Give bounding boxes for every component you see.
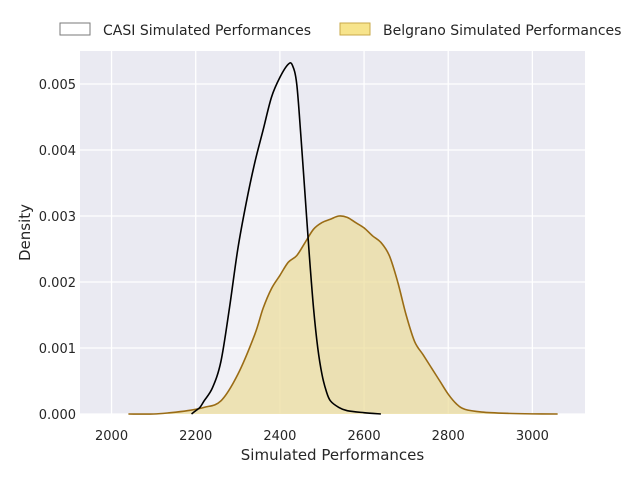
y-tick-label: 0.003: [39, 210, 76, 225]
y-tick-label: 0.001: [39, 342, 76, 357]
x-tick-label: 3000: [516, 429, 549, 444]
x-tick-label: 2600: [348, 429, 381, 444]
y-tick-label: 0.000: [39, 408, 76, 423]
legend-swatch-casi: [59, 22, 91, 36]
x-tick-label: 2800: [432, 429, 465, 444]
y-tick-label: 0.002: [39, 276, 76, 291]
belgrano-density-line: [128, 215, 558, 415]
casi-density-line: [191, 62, 381, 415]
legend: CASI Simulated Performances Belgrano Sim…: [59, 22, 621, 39]
tick-labels: 2000 2200 2400 2600 2800 3000 0.000 0.001 0.002 0…: [39, 78, 549, 444]
series-layer: [128, 62, 558, 415]
x-tick-label: 2400: [263, 429, 296, 444]
legend-label-casi: CASI Simulated Performances: [103, 23, 311, 39]
x-tick-label: 2000: [95, 429, 128, 444]
x-axis-title: Simulated Performances: [241, 446, 425, 464]
y-axis-title: Density: [16, 204, 34, 261]
legend-swatch-belgrano: [339, 22, 371, 36]
belgrano-density-area: [128, 215, 558, 415]
legend-label-belgrano: Belgrano Simulated Performances: [383, 23, 621, 39]
y-tick-label: 0.004: [39, 144, 76, 159]
y-tick-label: 0.005: [39, 78, 76, 93]
casi-density-area: [191, 62, 381, 415]
x-tick-label: 2200: [179, 429, 212, 444]
